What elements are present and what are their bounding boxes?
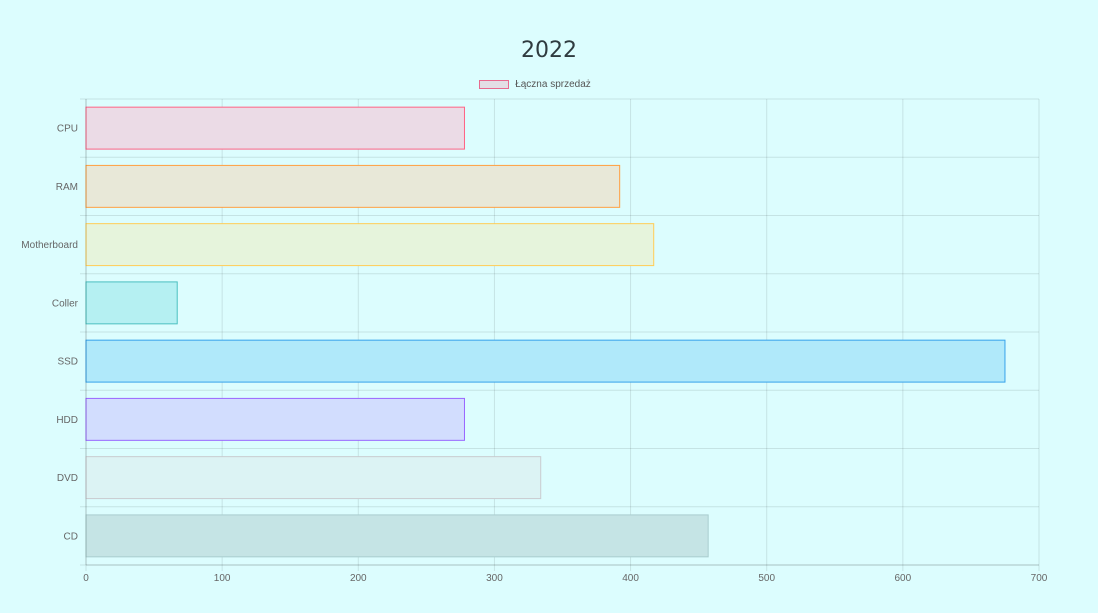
- y-tick-label: CD: [64, 531, 78, 542]
- y-tick-label: RAM: [56, 182, 78, 193]
- x-tick-label: 400: [622, 573, 639, 584]
- y-tick-label: HDD: [56, 415, 78, 426]
- bar-coller[interactable]: [85, 281, 178, 325]
- legend[interactable]: Łączna sprzedaż: [0, 79, 1070, 90]
- x-tick-label: 300: [486, 573, 503, 584]
- y-tick-label: CPU: [57, 124, 78, 135]
- x-tick-label: 200: [350, 573, 367, 584]
- bar-hdd[interactable]: [85, 397, 465, 441]
- y-tick-label: Coller: [52, 298, 79, 309]
- legend-label[interactable]: Łączna sprzedaż: [515, 79, 591, 90]
- y-tick-label: Motherboard: [21, 240, 78, 251]
- chart-title: 2022: [521, 38, 577, 63]
- bar-ssd[interactable]: [85, 339, 1006, 383]
- x-tick-label: 0: [83, 573, 89, 584]
- y-tick-label: DVD: [57, 473, 78, 484]
- bar-dvd[interactable]: [85, 456, 542, 500]
- x-tick-label: 100: [214, 573, 231, 584]
- bar-motherboard[interactable]: [85, 223, 655, 267]
- x-tick-label: 700: [1031, 573, 1048, 584]
- bar-cd[interactable]: [85, 514, 709, 558]
- legend-swatch[interactable]: [479, 80, 510, 89]
- x-tick-label: 500: [758, 573, 775, 584]
- y-tick-label: SSD: [57, 357, 78, 368]
- bar-cpu[interactable]: [85, 106, 465, 150]
- x-tick-label: 600: [895, 573, 912, 584]
- bar-ram[interactable]: [85, 164, 621, 208]
